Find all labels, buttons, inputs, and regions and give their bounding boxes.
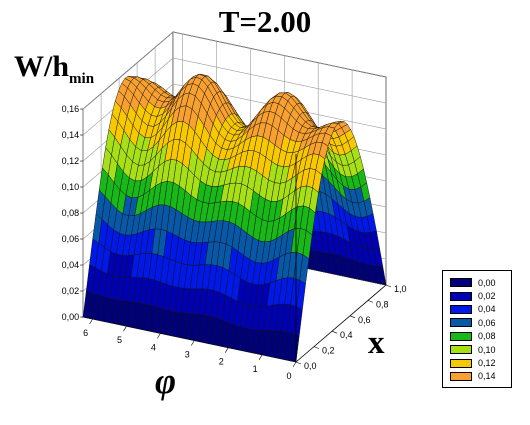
z-tick-label: 0,00 [62, 312, 80, 322]
z-tick-label: 0,08 [62, 208, 80, 218]
x-tick-mark [313, 346, 320, 349]
legend-swatch [450, 371, 472, 381]
legend-item: 0,06 [450, 316, 511, 329]
x-tick-label: 1,0 [394, 284, 407, 294]
z-gridline [82, 31, 387, 110]
z-tick-label: 0,12 [62, 156, 80, 166]
legend-item: 0,08 [450, 330, 511, 343]
x-tick-label: 0,6 [358, 315, 371, 325]
phi-tick-label: 5 [117, 335, 122, 345]
x-tick-mark [385, 284, 392, 288]
x-tick-mark [349, 315, 356, 319]
legend-item: 0,04 [450, 303, 511, 316]
z-axis-label-main: W/h [14, 50, 70, 83]
legend-swatch [450, 278, 472, 288]
legend-item: 0,02 [450, 289, 511, 302]
phi-axis-label: φ [155, 361, 177, 401]
x-tick-mark [331, 330, 338, 334]
phi-tick-label: 1 [253, 364, 258, 374]
legend-label: 0,14 [478, 371, 496, 382]
phi-tick-mark [123, 326, 127, 332]
legend-swatch [450, 318, 472, 328]
z-tick-label: 0,06 [62, 234, 80, 244]
legend-label: 0,04 [478, 304, 496, 315]
z-tick-label: 0,10 [62, 182, 80, 192]
legend-item: 0,10 [450, 343, 511, 356]
x-tick-mark [367, 300, 374, 303]
legend-item: 0,12 [450, 356, 511, 369]
legend-label: 0,12 [478, 358, 496, 369]
legend-label: 0,02 [478, 291, 496, 302]
x-tick-label: 0,0 [304, 361, 317, 371]
z-tick-label: 0,02 [62, 286, 80, 296]
legend-swatch [450, 291, 472, 301]
legend-label: 0,06 [478, 317, 496, 328]
legend-item: 0,00 [450, 276, 511, 289]
phi-tick-label: 3 [185, 350, 190, 360]
phi-tick-mark [224, 347, 229, 353]
x-tick-label: 0,4 [340, 330, 353, 340]
legend-label: 0,10 [478, 344, 496, 355]
phi-tick-mark [191, 340, 195, 346]
z-tick-label: 0,14 [62, 130, 80, 140]
phi-tick-mark [157, 333, 161, 339]
phi-tick-label: 0 [286, 371, 291, 381]
z-tick-label: 0,16 [62, 104, 80, 114]
x-tick-label: 0,2 [322, 346, 335, 356]
legend-item: 0,14 [450, 370, 511, 383]
phi-tick-label: 4 [151, 342, 156, 352]
color-legend: 0,00 0,02 0,04 0,06 0,08 0,10 0,12 0,14 [442, 270, 512, 388]
phi-tick-mark [89, 318, 93, 325]
x-tick-label: 0,8 [376, 299, 389, 309]
z-tick-label: 0,04 [62, 260, 80, 270]
x-tick-mark [295, 361, 302, 365]
legend-swatch [450, 345, 472, 355]
surface-cell [289, 333, 300, 363]
z-axis-label: W/hmin [14, 50, 94, 88]
legend-swatch [450, 331, 472, 341]
legend-swatch [450, 358, 472, 368]
phi-tick-mark [258, 354, 263, 360]
z-axis-label-sub: min [69, 71, 95, 87]
legend-label: 0,00 [478, 277, 496, 288]
chart-title: T=2.00 [218, 4, 312, 39]
x-axis-label: x [368, 325, 385, 361]
phi-tick-label: 6 [83, 328, 88, 338]
legend-swatch [450, 304, 472, 314]
phi-tick-label: 2 [219, 357, 224, 367]
phi-tick-mark [292, 361, 297, 368]
legend-label: 0,08 [478, 331, 496, 342]
